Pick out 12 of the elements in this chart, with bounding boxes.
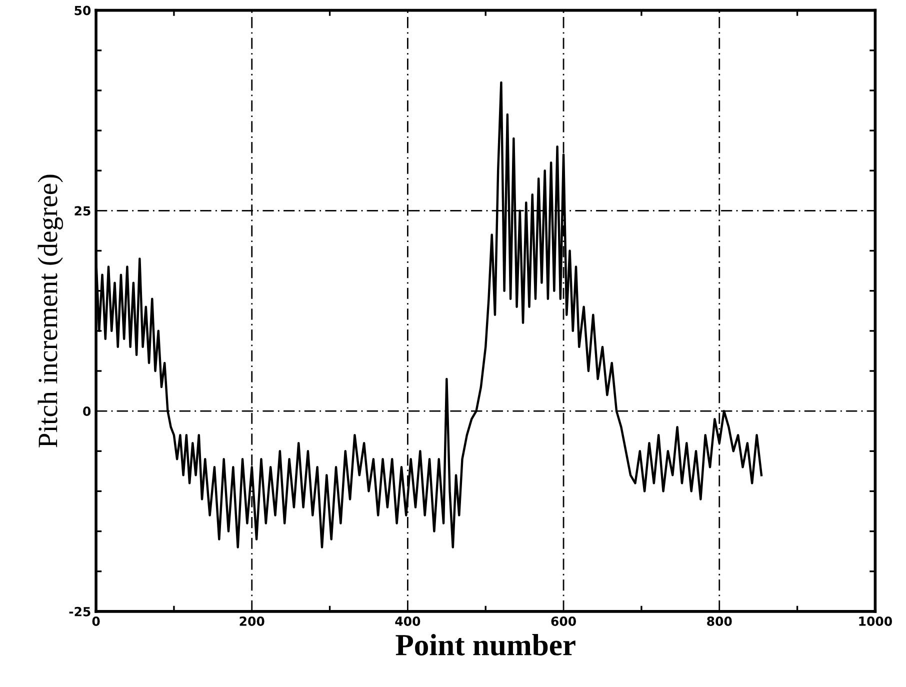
x-tick-label: 800 [707,616,732,626]
y-tick-label: 0 [83,406,91,416]
x-tick-label: 600 [551,616,576,626]
y-tick-label: -25 [69,606,90,616]
y-tick-label: 25 [74,206,90,216]
x-tick-label: 200 [240,616,264,626]
x-axis-title: Point number [396,634,576,656]
y-axis-title: Pitch increment (degree) [38,174,64,448]
y-tick-label: 50 [74,6,91,16]
x-tick-label: 1000 [859,616,892,626]
x-tick-label: 400 [395,616,420,626]
x-tick-label: 0 [92,616,100,626]
